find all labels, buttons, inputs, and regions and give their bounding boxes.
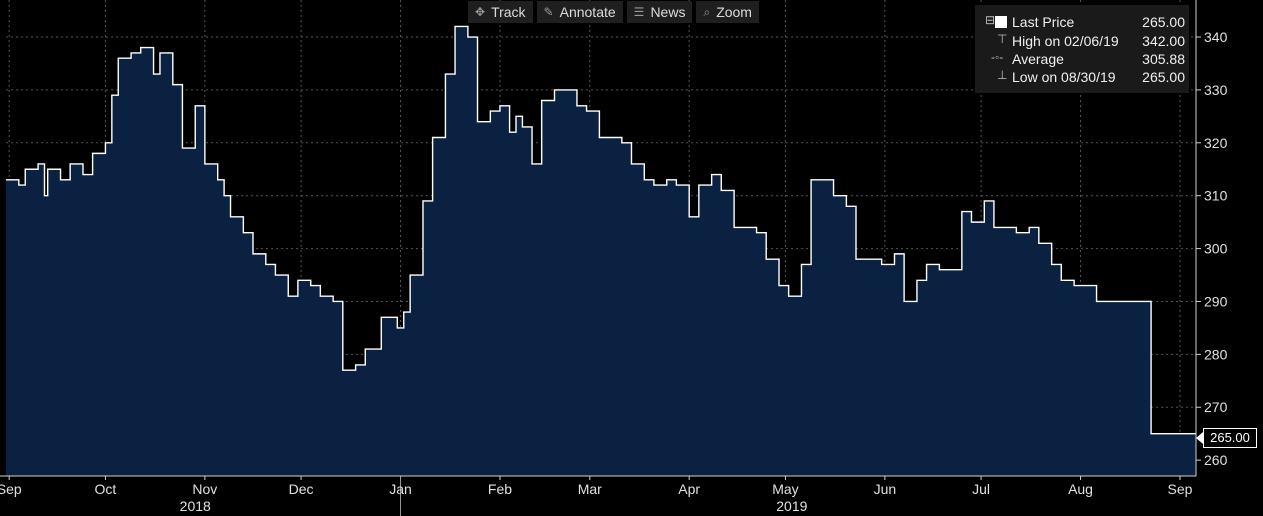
x-tick-label: Jul	[972, 481, 990, 497]
x-tick-label: Aug	[1068, 481, 1093, 497]
news-label: News	[650, 4, 686, 20]
legend-high-value: 342.00	[1142, 33, 1185, 49]
x-tick-label: Oct	[95, 481, 117, 497]
x-tick-label: May	[772, 481, 798, 497]
price-area	[6, 26, 1196, 476]
y-tick-label: 340	[1204, 29, 1228, 45]
axes	[0, 0, 1201, 516]
collapse-icon[interactable]: ⊟	[985, 13, 996, 27]
legend-row-average[interactable]: -◦- Average 305.88	[975, 50, 1189, 68]
year-label: 2019	[776, 498, 807, 514]
legend-row-low[interactable]: ⊥ Low on 08/30/19 265.00	[975, 68, 1189, 86]
y-tick-label: 270	[1204, 399, 1228, 415]
x-tick-label: Sep	[0, 481, 22, 497]
x-tick-label: Jan	[389, 481, 412, 497]
x-tick-label: Feb	[488, 481, 512, 497]
legend-low-label: Low on 08/30/19	[1012, 69, 1116, 85]
legend-panel: ⊟ Last Price 265.00 ⊤ High on 02/06/19 3…	[975, 5, 1189, 93]
legend-average-label: Average	[1012, 51, 1064, 67]
legend-last-price-label: Last Price	[1012, 14, 1075, 30]
x-axis-labels: Sep Oct Nov Dec Jan Feb Mar Apr May Jun Jul Aug Sep 2…	[0, 481, 1193, 514]
news-icon: ☰	[633, 5, 645, 19]
track-label: Track	[491, 4, 526, 20]
price-line	[6, 25, 1196, 435]
legend-average-value: 305.88	[1142, 51, 1185, 67]
white-swatch-icon	[995, 16, 1007, 28]
track-button[interactable]: ✥ Track	[468, 1, 533, 23]
y-tick-label: 280	[1204, 346, 1228, 362]
legend-row-last-price[interactable]: ⊟ Last Price 265.00	[975, 13, 1189, 31]
x-tick-label: Apr	[678, 481, 700, 497]
crosshair-icon: ✥	[475, 5, 486, 19]
x-tick-label: Nov	[192, 481, 217, 497]
y-tick-label: 290	[1204, 293, 1228, 309]
high-marker-icon: ⊤	[997, 32, 1008, 46]
last-price-tag: 265.00	[1196, 428, 1257, 448]
low-marker-icon: ⊥	[997, 68, 1008, 82]
chart-toolbar: ✥ Track ✎ Annotate ☰ News ⌕ Zoom	[468, 1, 759, 23]
y-axis-labels: 260 270 280 290 300 310 320 330 340	[1204, 29, 1228, 468]
legend-last-price-value: 265.00	[1142, 14, 1185, 30]
year-label: 2018	[180, 498, 211, 514]
x-tick-label: Jun	[874, 481, 897, 497]
news-button[interactable]: ☰ News	[626, 1, 693, 23]
y-tick-label: 320	[1204, 135, 1228, 151]
legend-low-value: 265.00	[1142, 69, 1185, 85]
y-tick-label: 260	[1204, 452, 1228, 468]
x-tick-label: Sep	[1168, 481, 1193, 497]
y-tick-label: 330	[1204, 82, 1228, 98]
zoom-label: Zoom	[716, 4, 752, 20]
magnifier-icon: ⌕	[703, 4, 711, 19]
average-marker-icon: -◦-	[991, 50, 1004, 64]
x-tick-label: Mar	[578, 481, 602, 497]
y-tick-label: 310	[1204, 188, 1228, 204]
pencil-icon: ✎	[543, 5, 554, 19]
x-tick-label: Dec	[289, 481, 314, 497]
annotate-label: Annotate	[559, 4, 616, 20]
legend-row-high[interactable]: ⊤ High on 02/06/19 342.00	[975, 32, 1189, 50]
zoom-button[interactable]: ⌕ Zoom	[696, 1, 759, 23]
y-tick-label: 300	[1204, 241, 1228, 257]
annotate-button[interactable]: ✎ Annotate	[536, 1, 623, 23]
legend-high-label: High on 02/06/19	[1012, 33, 1119, 49]
